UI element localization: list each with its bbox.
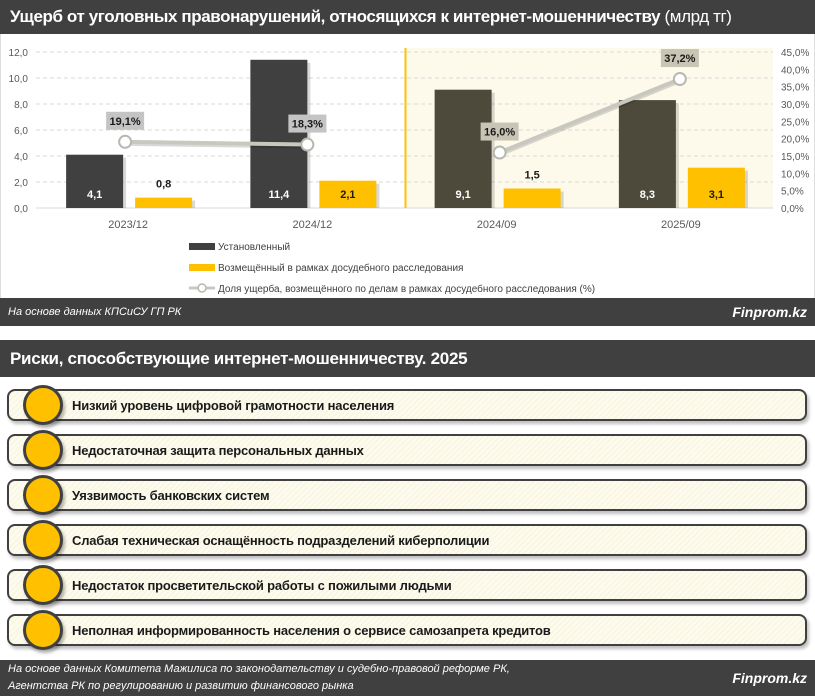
svg-text:8,3: 8,3: [640, 189, 655, 201]
bullet-circle-icon: [23, 430, 63, 470]
risk-item: Недостаточная защита персональных данных: [7, 430, 807, 470]
svg-text:Возмещённый в рамках досудебно: Возмещённый в рамках досудебного расслед…: [218, 262, 463, 274]
svg-text:8,0: 8,0: [14, 100, 28, 111]
risk-label: Недостаточная защита персональных данных: [72, 443, 364, 458]
risk-item: Низкий уровень цифровой грамотности насе…: [7, 385, 807, 425]
risk-item: Слабая техническая оснащённость подразде…: [7, 520, 807, 560]
svg-text:9,1: 9,1: [455, 189, 470, 201]
source-text: На основе данных КПСиСУ ГП РК: [8, 306, 182, 318]
svg-text:5,0%: 5,0%: [781, 187, 804, 198]
svg-text:37,2%: 37,2%: [664, 53, 695, 65]
svg-text:Установленный: Установленный: [218, 242, 290, 253]
svg-text:Доля ущерба, возмещённого по д: Доля ущерба, возмещённого по делам в рам…: [218, 283, 595, 295]
svg-text:18,3%: 18,3%: [292, 119, 323, 131]
svg-text:10,0%: 10,0%: [781, 169, 809, 180]
risk-item: Уязвимость банковских систем: [7, 475, 807, 515]
risk-label: Неполная информированность населения о с…: [72, 623, 551, 638]
risk-label: Недостаток просветительской работы с пож…: [72, 578, 452, 593]
risk-label: Слабая техническая оснащённость подразде…: [72, 533, 490, 548]
svg-text:2024/12: 2024/12: [292, 219, 332, 231]
risk-item: Недостаток просветительской работы с пож…: [7, 565, 807, 605]
chart-title: Ущерб от уголовных правонарушений, относ…: [0, 0, 815, 34]
svg-text:6,0: 6,0: [14, 126, 28, 137]
chart-unit: (млрд тг): [660, 7, 732, 26]
bullet-circle-icon: [23, 565, 63, 605]
svg-text:10,0: 10,0: [9, 74, 29, 85]
svg-text:45,0%: 45,0%: [781, 48, 809, 59]
svg-text:35,0%: 35,0%: [781, 83, 809, 94]
svg-text:2023/12: 2023/12: [108, 219, 148, 231]
svg-text:3,1: 3,1: [709, 189, 724, 201]
svg-text:40,0%: 40,0%: [781, 65, 809, 76]
risk-item: Неполная информированность населения о с…: [7, 610, 807, 650]
bullet-circle-icon: [23, 610, 63, 650]
risk-label: Уязвимость банковских систем: [72, 488, 270, 503]
svg-text:2,1: 2,1: [340, 189, 355, 201]
chart-title-text: Ущерб от уголовных правонарушений, относ…: [10, 7, 661, 26]
svg-text:4,0: 4,0: [14, 152, 28, 163]
combo-chart: 0,0 2,0 4,0 6,0 8,0 10,0 12,0 0,0% 5,0% 10,0% 15,0…: [9, 48, 809, 295]
risk-label: Низкий уровень цифровой грамотности насе…: [72, 398, 395, 413]
svg-text:20,0%: 20,0%: [781, 135, 809, 146]
source-text: На основе данных Комитета Мажилиса по за…: [8, 661, 510, 695]
svg-text:15,0%: 15,0%: [781, 152, 809, 163]
svg-text:12,0: 12,0: [9, 48, 29, 59]
svg-text:11,4: 11,4: [268, 189, 290, 201]
bullet-circle-icon: [23, 475, 63, 515]
bullet-circle-icon: [23, 520, 63, 560]
svg-text:1,5: 1,5: [524, 170, 539, 182]
svg-text:2025/09: 2025/09: [661, 219, 701, 231]
chart-area: 0,0 2,0 4,0 6,0 8,0 10,0 12,0 0,0% 5,0% 10,0% 15,0…: [0, 34, 815, 298]
svg-text:16,0%: 16,0%: [484, 127, 515, 139]
source-bar-2: На основе данных Комитета Мажилиса по за…: [0, 660, 815, 696]
svg-text:0,0: 0,0: [14, 204, 28, 215]
risks-title: Риски, способствующие интернет-мошенниче…: [0, 340, 815, 377]
svg-text:19,1%: 19,1%: [110, 116, 141, 128]
bullet-circle-icon: [23, 385, 63, 425]
brand-logo: Finprom.kz: [732, 304, 807, 320]
source-line-2: Агентства РК по регулированию и развитию…: [8, 680, 354, 692]
source-line-1: На основе данных Комитета Мажилиса по за…: [8, 663, 510, 675]
svg-text:0,0%: 0,0%: [781, 204, 804, 215]
svg-text:4,1: 4,1: [87, 189, 102, 201]
svg-text:30,0%: 30,0%: [781, 100, 809, 111]
brand-logo: Finprom.kz: [732, 669, 807, 686]
source-bar-1: На основе данных КПСиСУ ГП РК Finprom.kz: [0, 298, 815, 326]
svg-text:0,8: 0,8: [156, 179, 171, 191]
svg-text:2024/09: 2024/09: [477, 219, 517, 231]
svg-text:25,0%: 25,0%: [781, 117, 809, 128]
svg-text:2,0: 2,0: [14, 178, 28, 189]
